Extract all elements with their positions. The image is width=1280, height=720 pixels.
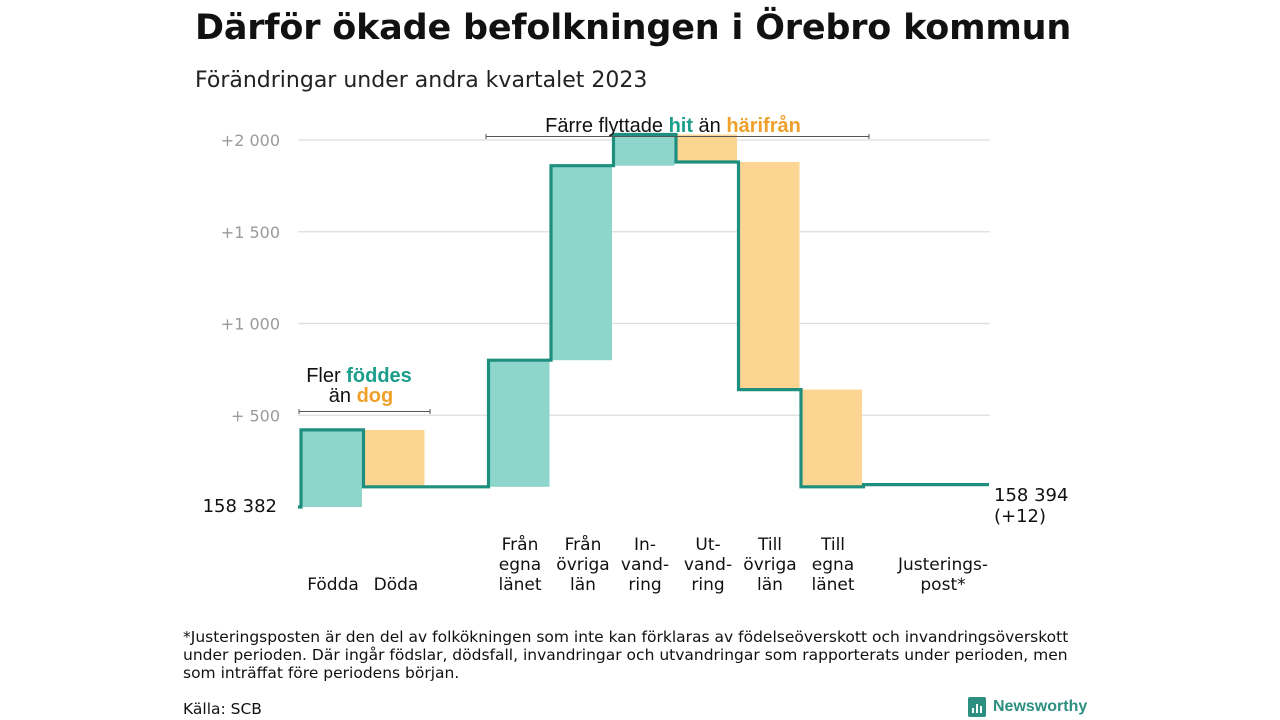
category-label-invandring: ring [628, 575, 661, 595]
category-label-till_egna: egna [812, 555, 854, 575]
y-tick-label: +1 500 [221, 223, 280, 242]
bar-till_egna [801, 389, 862, 487]
category-label-doda: Döda [374, 575, 419, 595]
moves-annotation-mid: än [693, 115, 726, 137]
category-label-fran_egna: länet [498, 575, 541, 595]
moves-annotation-hl2: härifrån [726, 114, 800, 137]
category-label-utvandring: vand- [684, 555, 732, 575]
category-label-fodda: Födda [307, 575, 359, 595]
births-annotation-highlight: föddes [346, 365, 412, 387]
bar-doda [363, 429, 425, 487]
category-label-till_egna: Till [820, 535, 845, 555]
bar-fodda [301, 429, 362, 507]
bar-invandring [613, 134, 675, 166]
step-line-path [298, 132, 989, 509]
bar-till_ovriga [738, 162, 800, 390]
footnote: *Justeringsposten är den del av folkökni… [183, 628, 1069, 682]
category-label-fran_ovriga: övriga [556, 555, 609, 575]
bars [301, 134, 862, 507]
brand-logo: Newsworthy [968, 697, 1087, 717]
waterfall-chart: + 500 +1 000 +1 500 +2 000 158 382 158 394(+1… [203, 114, 1069, 595]
category-label-fran_egna: Från [502, 534, 539, 555]
moves-bracket [485, 134, 870, 139]
newsworthy-icon [968, 697, 986, 717]
svg-text:än dog: än dog [329, 385, 393, 407]
end-value-label: 158 394 [994, 485, 1068, 506]
category-label-fran_ovriga: Från [565, 534, 602, 555]
births-annotation: Fler föddes än dog [298, 365, 431, 414]
brand-name: Newsworthy [993, 698, 1088, 715]
category-label-fran_egna: egna [499, 555, 541, 575]
svg-text:Fler föddes: Fler föddes [306, 365, 412, 387]
y-tick-label: +2 000 [221, 131, 280, 150]
svg-text:Färre flyttade hit än härifrån: Färre flyttade hit än härifrån [545, 114, 801, 137]
category-label-invandring: In- [634, 535, 656, 555]
labels: + 500 +1 000 +1 500 +2 000 158 382 158 394(+1… [203, 131, 1069, 595]
category-label-till_ovriga: Till [757, 535, 782, 555]
end-change-label: (+12) [994, 506, 1046, 527]
bar-fran_egna [488, 360, 550, 487]
category-label-utvandring: ring [691, 575, 724, 595]
chart-title: Därför ökade befolkningen i Örebro kommu… [195, 8, 1072, 48]
source-label: Källa: SCB [183, 700, 262, 718]
moves-annotation-hl1: hit [669, 115, 694, 137]
category-label-fran_ovriga: län [570, 575, 596, 595]
chart-subtitle: Förändringar under andra kvartalet 2023 [195, 68, 648, 93]
step-line [298, 132, 989, 509]
category-label-invandring: vand- [621, 555, 669, 575]
category-label-utvandring: Ut- [695, 535, 720, 555]
y-tick-label: +1 000 [221, 315, 280, 334]
category-label-till_egna: länet [811, 575, 854, 595]
births-annotation-pre: Fler [306, 365, 346, 387]
category-label-till_ovriga: övriga [743, 555, 796, 575]
moves-annotation-pre: Färre flyttade [545, 115, 668, 137]
category-label-justering: Justerings- [897, 555, 988, 575]
deaths-annotation-pre: än [329, 385, 357, 407]
bar-fran_ovriga [551, 165, 612, 361]
y-tick-label: + 500 [231, 406, 280, 425]
category-label-justering: post* [920, 575, 965, 595]
category-label-till_ovriga: län [757, 575, 783, 595]
moves-annotation: Färre flyttade hit än härifrån [485, 114, 870, 139]
bar-utvandring [676, 134, 737, 163]
deaths-annotation-highlight: dog [357, 385, 394, 407]
births-bracket [298, 409, 431, 414]
start-value-label: 158 382 [203, 496, 277, 517]
